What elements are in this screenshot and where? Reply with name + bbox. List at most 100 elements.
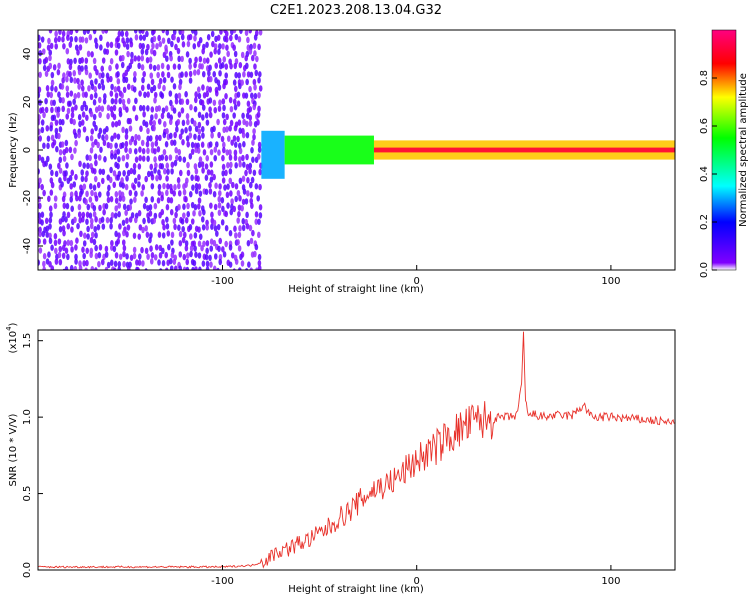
spectrogram-noise-cell xyxy=(85,259,89,267)
spectrogram-noise-cell xyxy=(233,85,238,93)
spectrogram-noise-cell xyxy=(61,244,66,252)
spectrogram-noise-cell xyxy=(152,84,157,92)
spectrogram-noise-cell xyxy=(55,146,59,153)
spectrogram-noise-cell xyxy=(65,85,70,92)
spectrogram-noise-cell xyxy=(197,111,202,119)
spectrogram-noise-cell xyxy=(48,205,53,212)
spectrogram-noise-cell xyxy=(154,162,158,169)
spectrogram-noise-cell xyxy=(216,118,220,126)
spectrogram-noise-cell xyxy=(163,121,167,128)
spectrogram-noise-cell xyxy=(215,90,219,97)
spectrogram-noise-cell xyxy=(101,84,106,91)
spectrogram-noise-cell xyxy=(174,211,178,219)
spectrogram-noise-cell xyxy=(191,30,195,34)
spectrogram-noise-cell xyxy=(147,217,151,224)
spectrogram-noise-cell xyxy=(180,71,184,78)
spectrogram-noise-cell xyxy=(201,70,206,78)
spectrogram-noise-cell xyxy=(213,154,218,162)
spectrogram-noise-cell xyxy=(200,125,205,133)
spectrogram-noise-cell xyxy=(237,142,242,150)
spectrogram-noise-cell xyxy=(245,211,249,219)
spectrogram-noise-cell xyxy=(38,247,43,254)
spectrogram-noise-cell xyxy=(138,90,142,97)
spectrogram-noise-cell xyxy=(234,183,239,190)
spectrogram-noise-cell xyxy=(41,48,46,55)
spectrogram-noise-cell xyxy=(99,146,103,153)
spectrogram-noise-cell xyxy=(40,106,45,114)
spectrogram-noise-cell xyxy=(128,62,133,70)
spectrogram-noise-cell xyxy=(129,41,134,48)
spectrogram-noise-cell xyxy=(233,50,238,58)
spectrogram-noise-cell xyxy=(244,30,249,36)
spectrogram-noise-cell xyxy=(184,217,189,224)
spectrogram-noise-cell xyxy=(73,93,78,100)
spectrogram-noise-cell xyxy=(44,70,49,77)
spectrogram-noise-cell xyxy=(253,92,258,100)
spectrogram-noise-cell xyxy=(142,70,146,78)
spectrogram-band xyxy=(261,130,285,179)
spectrogram-noise-cell xyxy=(97,260,101,268)
spectrogram-noise-cell xyxy=(38,99,42,106)
spectrogram-noise-cell xyxy=(130,57,134,65)
spectrogram-noise-cell xyxy=(161,30,166,34)
spectrogram-noise-cell xyxy=(169,55,173,62)
spectrogram-noise-cell xyxy=(58,30,62,35)
spectrogram-noise-cell xyxy=(83,232,87,239)
spectrogram-noise-cell xyxy=(110,239,114,247)
spectrogram-noise-cell xyxy=(80,79,84,86)
spectrogram-noise-cell xyxy=(165,30,170,36)
spectrogram-noise-cell xyxy=(121,195,126,202)
spectrogram-noise-cell xyxy=(165,128,169,135)
spectrogram-noise-cell xyxy=(92,30,97,35)
spectrogram-noise-cell xyxy=(78,160,82,168)
spectrogram-noise-cell xyxy=(90,265,95,270)
spectrogram-noise-cell xyxy=(188,70,193,78)
spectrogram-noise-cell xyxy=(73,77,77,84)
spectrogram-noise-cell xyxy=(141,155,146,162)
spectrogram-noise-cell xyxy=(222,141,226,149)
spectrogram-noise-cell xyxy=(122,86,127,94)
spectrogram-noise-cell xyxy=(101,134,105,141)
spectrogram-noise-cell xyxy=(93,86,98,93)
spectrogram-noise-cell xyxy=(237,204,242,211)
spectrogram-noise-cell xyxy=(205,155,210,162)
spectrogram-noise-cell xyxy=(164,267,169,270)
spectrogram-noise-cell xyxy=(232,79,237,86)
spectrogram-noise-cell xyxy=(169,197,174,204)
spectrogram-noise-cell xyxy=(68,70,72,78)
spectrogram-noise-cell xyxy=(174,43,178,51)
spectrogram-noise-cell xyxy=(240,205,244,212)
spectrogram-noise-cell xyxy=(125,106,129,113)
spectrogram-noise-cell xyxy=(200,141,205,148)
spectrogram-noise-cell xyxy=(58,258,63,266)
spectrogram-noise-cell xyxy=(224,36,229,43)
spectrogram-noise-cell xyxy=(214,141,219,148)
spectrogram-noise-cell xyxy=(212,71,217,78)
spectrogram-noise-cell xyxy=(65,162,69,169)
spectrogram-noise-cell xyxy=(46,142,50,150)
spectrogram-noise-cell xyxy=(205,57,210,64)
spectrogram-noise-cell xyxy=(189,233,193,240)
spectrogram-noise-cell xyxy=(194,96,198,104)
spectrogram-noise-cell xyxy=(45,225,50,232)
spectrogram-noise-cell xyxy=(193,105,198,113)
spectrogram-noise-cell xyxy=(54,43,59,50)
spectrogram-noise-cell xyxy=(177,224,181,231)
spectrogram-noise-cell xyxy=(124,69,129,77)
spectrogram-noise-cell xyxy=(194,125,199,133)
spectrogram-noise-cell xyxy=(140,139,145,147)
spectrogram-noise-cell xyxy=(254,243,259,251)
spectrogram-noise-cell xyxy=(237,36,242,43)
spectrogram-noise-cell xyxy=(72,181,77,188)
spectrogram-noise-cell xyxy=(54,247,58,255)
spectrogram-noise-cell xyxy=(121,54,125,62)
spectrogram-noise-cell xyxy=(216,79,221,86)
spectrogram-noise-cell xyxy=(242,161,246,168)
spectrogram-noise-cell xyxy=(38,114,41,121)
spectrogram-noise-cell xyxy=(210,223,214,230)
spectrogram-noise-cell xyxy=(233,141,238,148)
spectrogram-noise-cell xyxy=(245,62,249,70)
snr-frame xyxy=(37,329,676,571)
spectrogram-noise-cell xyxy=(141,105,146,112)
spectrogram-noise-cell xyxy=(208,188,213,195)
